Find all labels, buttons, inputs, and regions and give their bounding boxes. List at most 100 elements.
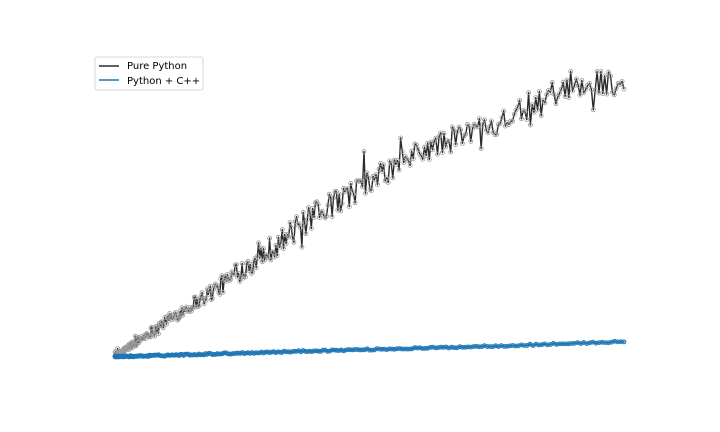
data-point	[463, 131, 469, 137]
data-point	[352, 200, 358, 206]
data-point	[180, 312, 186, 318]
data-point	[454, 129, 460, 135]
data-point	[395, 158, 400, 163]
data-point	[583, 86, 589, 92]
data-point	[366, 175, 371, 181]
data-point	[279, 227, 285, 233]
data-point	[468, 138, 474, 144]
data-point	[573, 76, 579, 82]
data-point	[148, 325, 154, 331]
data-point	[268, 257, 274, 263]
data-point	[485, 130, 491, 136]
data-point	[328, 195, 334, 201]
data-point	[294, 214, 300, 220]
data-point	[205, 292, 211, 298]
data-point	[435, 151, 440, 157]
data-point	[499, 115, 505, 120]
data-point	[288, 225, 294, 231]
data-point	[510, 118, 515, 124]
data-point	[360, 184, 365, 190]
data-point	[492, 132, 498, 138]
data-point	[238, 275, 244, 280]
data-point	[420, 156, 426, 162]
data-point	[345, 186, 351, 192]
data-point	[449, 124, 455, 130]
data-point	[459, 140, 465, 146]
data-point	[233, 262, 239, 268]
data-point	[590, 107, 596, 113]
legend-label-pure-python: Pure Python	[127, 61, 187, 72]
data-point	[528, 122, 533, 128]
data-point	[245, 258, 251, 264]
data-point	[606, 69, 611, 75]
data-point	[197, 296, 203, 302]
data-point	[401, 160, 407, 165]
data-point	[346, 204, 352, 210]
data-point	[152, 333, 158, 339]
data-point	[438, 130, 444, 136]
data-point	[273, 242, 279, 248]
data-point	[290, 235, 296, 241]
data-point	[227, 278, 233, 283]
data-point	[339, 201, 345, 207]
data-point	[299, 244, 305, 250]
data-point	[575, 83, 581, 88]
data-point	[201, 301, 207, 307]
series-line	[114, 70, 625, 358]
data-point	[560, 79, 566, 85]
data-point	[208, 297, 214, 302]
data-point	[336, 191, 342, 197]
data-point	[551, 91, 557, 97]
data-point	[303, 231, 309, 237]
data-point	[587, 80, 592, 86]
data-point	[439, 150, 445, 156]
data-point	[524, 117, 530, 122]
data-point	[553, 101, 559, 107]
data-point	[581, 90, 587, 96]
data-point	[314, 199, 320, 205]
data-point	[531, 109, 537, 115]
data-point	[174, 312, 180, 318]
data-point	[413, 142, 419, 148]
data-point	[243, 274, 248, 280]
data-point	[577, 92, 583, 98]
data-point	[428, 139, 434, 145]
data-point	[487, 124, 493, 129]
data-point	[287, 220, 293, 225]
data-point	[559, 86, 564, 92]
data-point	[282, 232, 288, 237]
data-point	[194, 297, 200, 303]
data-point	[544, 92, 550, 98]
data-point	[257, 255, 263, 261]
data-point	[214, 284, 220, 290]
data-point	[522, 109, 528, 114]
data-point	[321, 213, 327, 219]
data-point	[598, 69, 604, 74]
data-point	[494, 131, 500, 137]
data-point	[542, 100, 548, 106]
data-point	[199, 290, 205, 295]
data-point	[604, 91, 609, 97]
data-point	[307, 210, 313, 216]
data-point	[373, 172, 379, 177]
data-point	[250, 269, 256, 275]
data-point	[497, 121, 503, 126]
data-point	[170, 315, 176, 321]
data-point	[547, 90, 553, 95]
data-point	[570, 88, 575, 94]
data-point	[613, 86, 619, 91]
data-point	[308, 225, 314, 231]
data-point	[501, 108, 507, 114]
data-point	[466, 123, 472, 129]
data-point	[329, 214, 335, 219]
data-point	[519, 116, 524, 122]
data-point	[406, 158, 411, 164]
data-point	[315, 201, 321, 207]
data-point	[537, 89, 542, 94]
data-point	[388, 161, 394, 167]
data-point	[317, 215, 322, 220]
data-point	[302, 220, 308, 226]
data-point	[274, 253, 280, 258]
data-point	[372, 177, 377, 183]
